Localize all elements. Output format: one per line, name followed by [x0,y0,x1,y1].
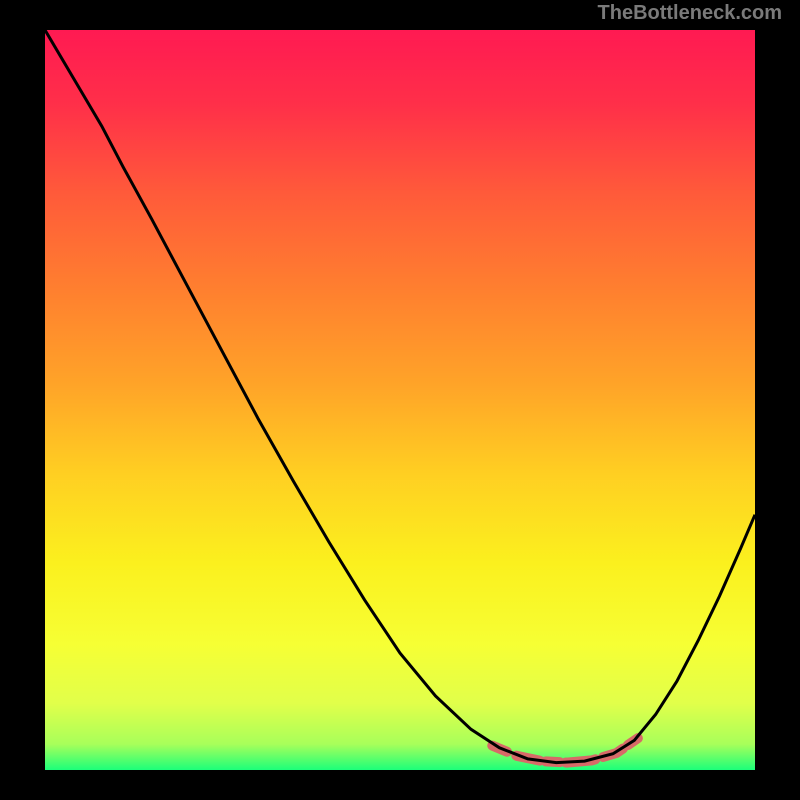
chart-plot-area [45,30,755,770]
watermark-text: TheBottleneck.com [598,2,782,25]
bottleneck-curve-line [45,30,755,763]
root-container: TheBottleneck.com [0,0,800,800]
curve-overlay-svg [45,30,755,770]
